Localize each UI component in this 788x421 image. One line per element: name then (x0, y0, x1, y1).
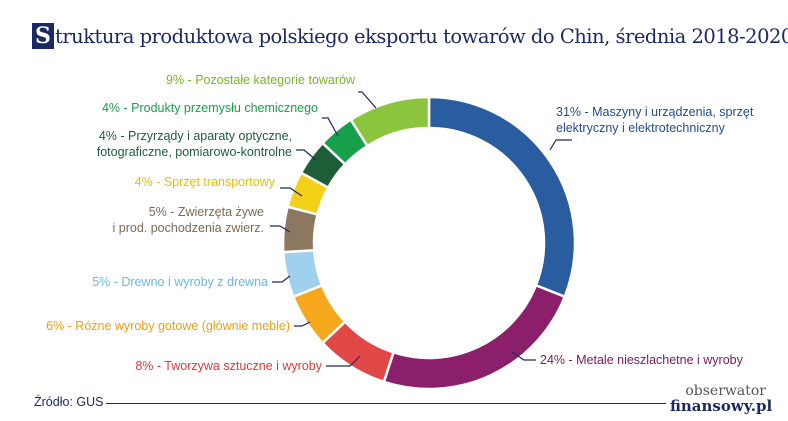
publisher-logo: obserwator finansowy.pl (670, 383, 773, 415)
donut-slice (427, 95, 577, 299)
slice-label: 24% - Metale nieszlachetne i wyroby (540, 353, 744, 367)
logo-line-2: finansowy.pl (670, 397, 773, 415)
leader-line (549, 139, 572, 151)
title-text: truktura produktowa polskiego eksportu t… (55, 24, 788, 48)
leader-line (280, 187, 303, 197)
source-note: Źródło: GUS (34, 395, 104, 409)
slice-label: 4% - Produkty przemysłu chemicznego (102, 101, 318, 115)
title-initial: S (32, 23, 54, 49)
leader-line (296, 149, 317, 161)
logo-line-1: obserwator (685, 383, 766, 399)
donut-slice (382, 283, 567, 391)
slice-label: 9% - Pozostałe kategorie towarów (166, 73, 356, 87)
leader-line (511, 351, 536, 361)
slice-label: 5% - Zwierzęta żywe (149, 205, 264, 219)
slice-label: 4% - Sprzęt transportowy (135, 175, 276, 189)
leader-line (294, 321, 311, 327)
leader-line (326, 355, 361, 367)
slice-label: elektryczny i elektrotechniczny (556, 121, 726, 135)
leader-line (270, 225, 291, 233)
slice-label: 5% - Drewno i wyroby z drewna (92, 275, 268, 289)
leader-line (358, 91, 377, 109)
slice-label: fotograficzne, pomiarowo-kontrolne (97, 145, 292, 159)
slice-label: 4% - Przyrządy i aparaty optyczne, (99, 129, 292, 143)
leader-line (272, 275, 291, 283)
slice-label: 31% - Maszyny i urządzenia, sprzęt (556, 105, 754, 119)
slice-label: 8% - Tworzywa sztuczne i wyroby (135, 359, 322, 373)
slice-label: 6% - Różne wyroby gotowe (głównie meble) (46, 319, 290, 333)
chart-title: S truktura produktowa polskiego eksportu… (32, 22, 788, 50)
leader-line (322, 117, 339, 137)
source-divider (106, 403, 666, 404)
donut-slice (349, 95, 431, 148)
slice-label: i prod. pochodzenia zwierz. (113, 221, 264, 235)
